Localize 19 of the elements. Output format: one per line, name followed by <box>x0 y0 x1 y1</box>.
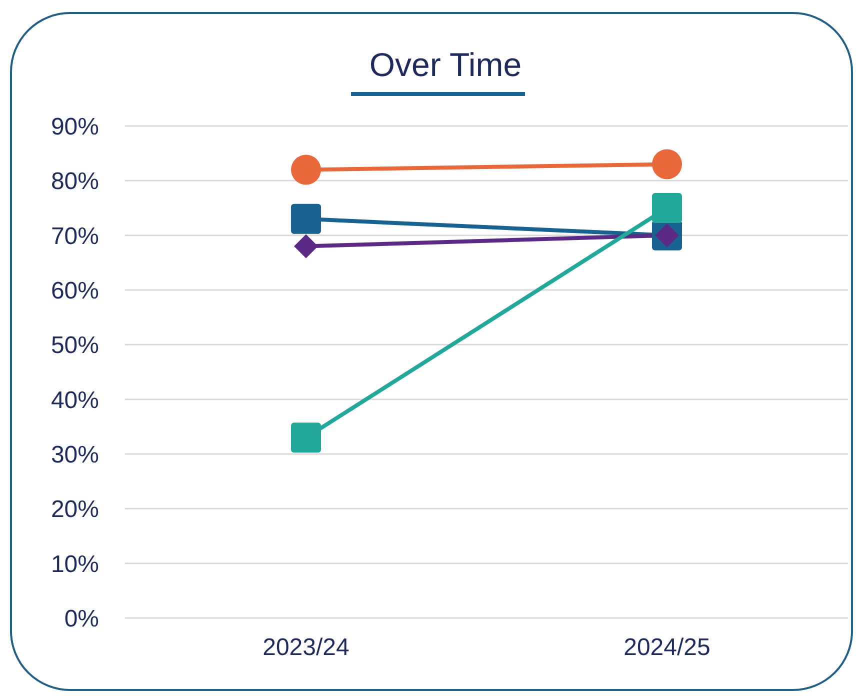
y-tick-label: 20% <box>50 496 99 524</box>
y-tick-label: 80% <box>50 168 99 196</box>
y-tick-label: 30% <box>50 442 99 469</box>
point <box>291 204 321 234</box>
point <box>291 422 321 453</box>
point <box>652 149 682 180</box>
x-tick-label: 2023/24 <box>262 634 350 662</box>
y-tick-label: 10% <box>50 550 99 578</box>
y-tick-label: 60% <box>50 278 99 305</box>
chart-title: Over Time <box>369 46 522 83</box>
point <box>291 154 321 185</box>
y-tick-label: 40% <box>50 386 99 414</box>
y-tick-label: 0% <box>64 606 99 633</box>
y-tick-label: 70% <box>50 222 99 250</box>
y-tick-label: 90% <box>50 114 99 141</box>
point <box>294 234 318 258</box>
x-tick-label: 2024/25 <box>624 634 710 662</box>
point <box>652 193 682 223</box>
y-tick-label: 50% <box>50 332 99 360</box>
